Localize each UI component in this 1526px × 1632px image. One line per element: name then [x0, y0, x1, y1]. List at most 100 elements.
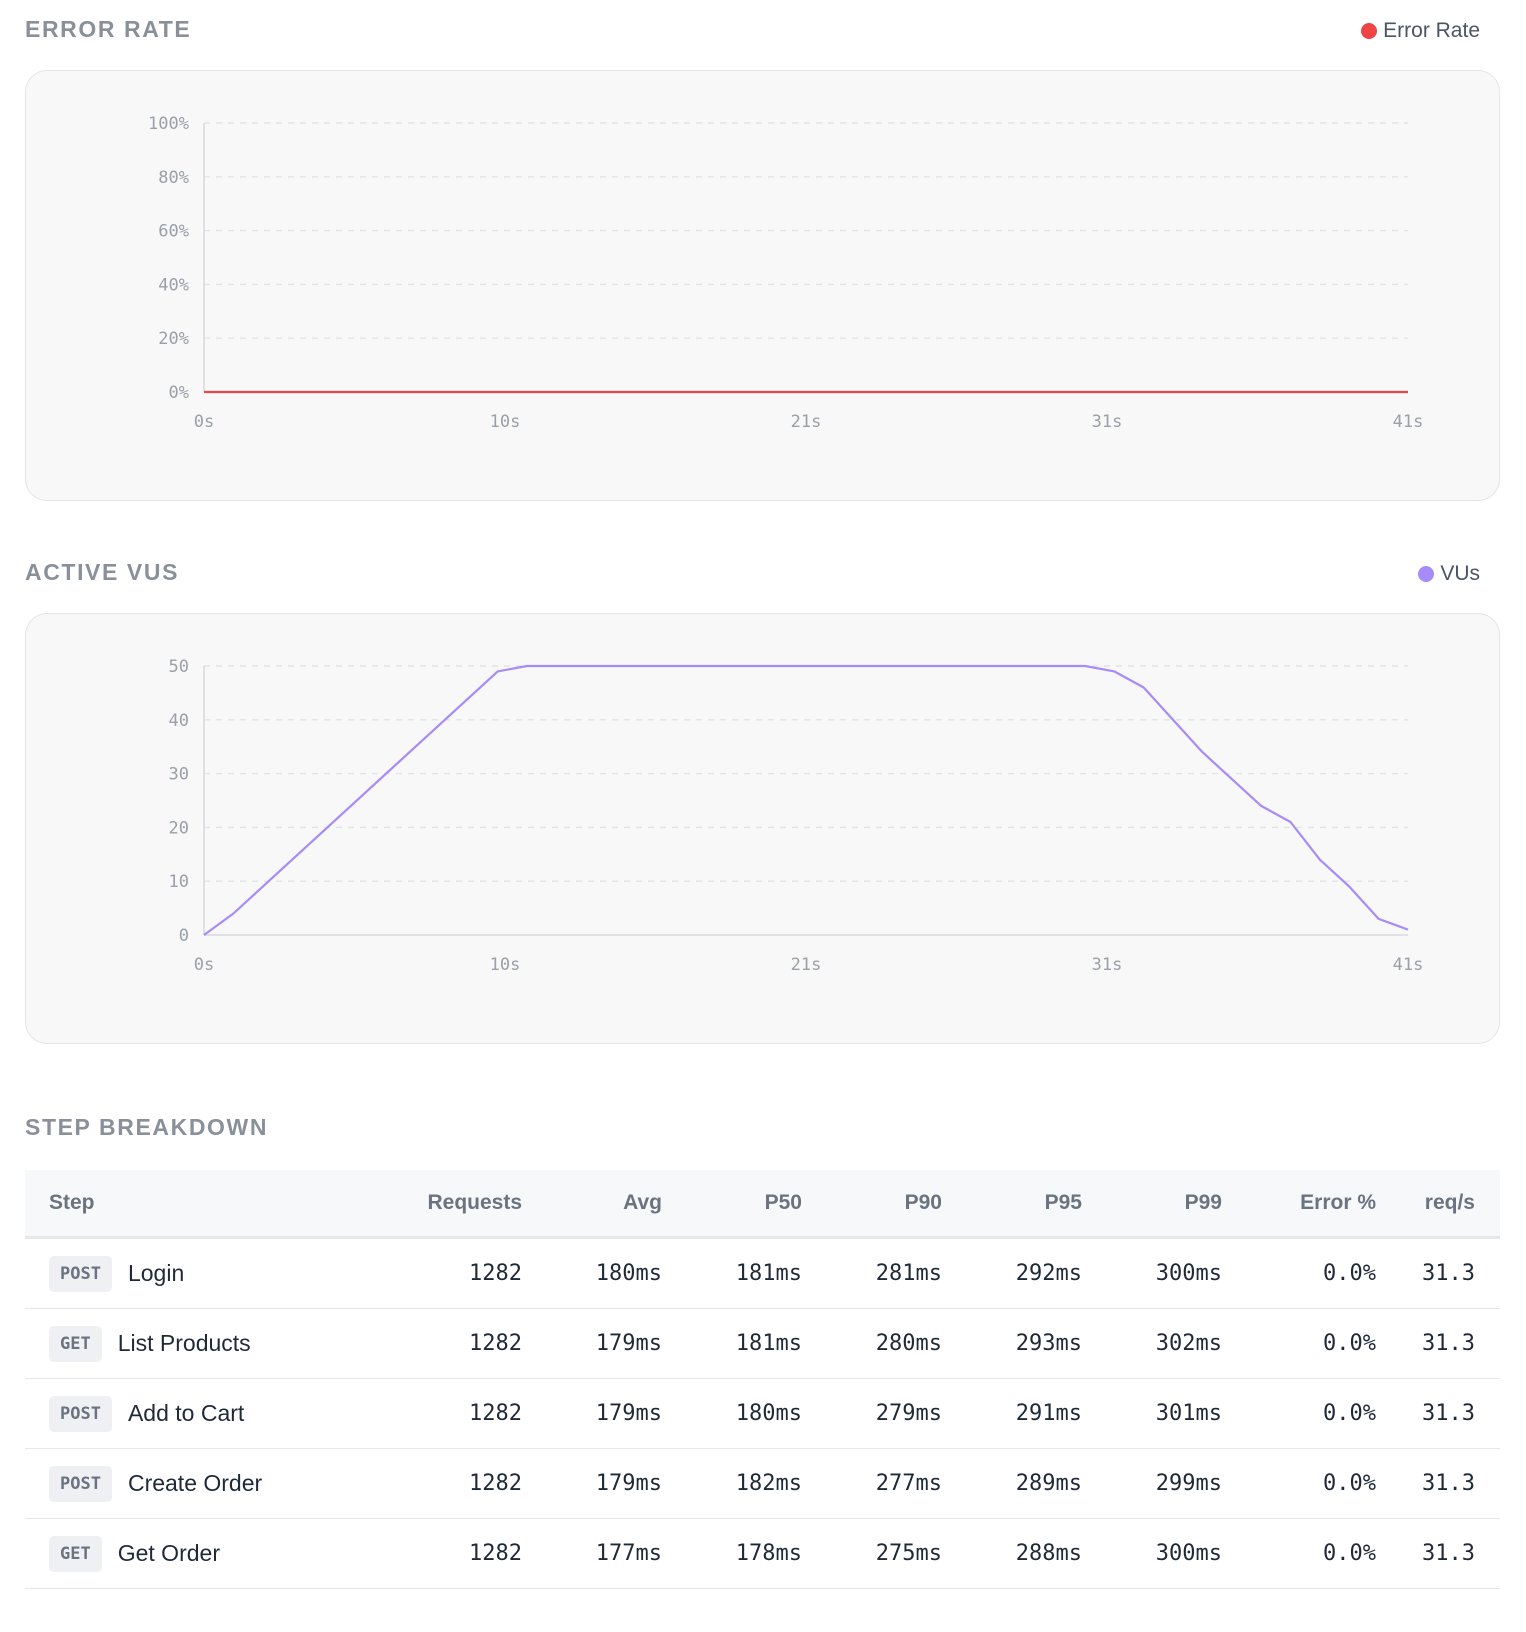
- p99-cell: 299ms: [1155, 1471, 1222, 1496]
- p90-cell: 275ms: [875, 1541, 942, 1566]
- method-badge: POST: [49, 1465, 112, 1502]
- avg-cell: 177ms: [595, 1541, 662, 1566]
- p99-cell: 301ms: [1155, 1401, 1222, 1426]
- p95-cell: 292ms: [1015, 1261, 1082, 1286]
- step-name: Add to Cart: [127, 1400, 245, 1426]
- vus-y-tick-label: 30: [169, 765, 189, 785]
- p95-cell: 288ms: [1015, 1541, 1082, 1566]
- step-breakdown-title: STEP BREAKDOWN: [25, 1114, 269, 1140]
- error-rate-x-tick-label: 31s: [1092, 412, 1123, 432]
- p95-cell: 293ms: [1015, 1331, 1082, 1356]
- p90-cell: 279ms: [875, 1401, 942, 1426]
- requests-cell: 1282: [469, 1331, 522, 1356]
- error-rate-legend-label: Error Rate: [1383, 19, 1480, 42]
- error-cell: 0.0%: [1323, 1261, 1376, 1286]
- table-header: Step Requests Avg P50 P90 P95 P99 Error …: [25, 1170, 1500, 1239]
- header-p90[interactable]: P90: [904, 1191, 942, 1214]
- rps-cell: 31.3: [1422, 1261, 1475, 1286]
- vus-series-line: [203, 664, 1409, 936]
- table-row[interactable]: POST Create Order 1282 179ms 182ms 277ms…: [25, 1449, 1500, 1519]
- table-row[interactable]: POST Login 1282 180ms 181ms 281ms 292ms …: [25, 1239, 1500, 1309]
- step-breakdown-table: Step Requests Avg P50 P90 P95 P99 Error …: [25, 1170, 1500, 1589]
- error-rate-y-tick-label: 40%: [158, 275, 189, 295]
- p50-cell: 181ms: [735, 1331, 802, 1356]
- rps-cell: 31.3: [1422, 1541, 1475, 1566]
- header-avg[interactable]: Avg: [623, 1191, 662, 1214]
- p90-cell: 281ms: [875, 1261, 942, 1286]
- step-cell: GET List Products: [49, 1309, 251, 1378]
- error-rate-y-tick-label: 20%: [158, 329, 189, 349]
- active-vus-chart: 50 40 30 20 10 00s 10s 21s 31s 41s: [169, 657, 1424, 975]
- error-rate-y-tick-label: 60%: [158, 222, 189, 242]
- avg-cell: 179ms: [595, 1401, 662, 1426]
- error-rate-x-tick-label: 21s: [791, 412, 822, 432]
- header-p99[interactable]: P99: [1184, 1191, 1222, 1214]
- vus-y-tick-label: 10: [169, 872, 189, 892]
- vus-y-tick-label: 20: [169, 818, 189, 838]
- table-body: POST Login 1282 180ms 181ms 281ms 292ms …: [25, 1239, 1500, 1589]
- header-step[interactable]: Step: [49, 1191, 95, 1214]
- vus-legend[interactable]: VUs: [1418, 563, 1480, 584]
- p99-cell: 302ms: [1155, 1331, 1222, 1356]
- vus-legend-dot: [1418, 565, 1435, 582]
- step-cell: GET Get Order: [49, 1519, 220, 1588]
- p95-cell: 289ms: [1015, 1471, 1082, 1496]
- requests-cell: 1282: [469, 1541, 522, 1566]
- vus-x-tick-label: 41s: [1393, 955, 1424, 975]
- requests-cell: 1282: [469, 1261, 522, 1286]
- vus-y-tick-label: 40: [169, 711, 189, 731]
- error-cell: 0.0%: [1323, 1331, 1376, 1356]
- error-rate-y-tick-label: 0%: [169, 383, 189, 403]
- active-vus-section: ACTIVE VUS VUs 50 40 30 20 10 0 0s 10s 21s 31s 41s: [25, 559, 1500, 1044]
- active-vus-title: ACTIVE VUS: [25, 559, 180, 585]
- p90-cell: 277ms: [875, 1471, 942, 1496]
- p99-cell: 300ms: [1155, 1261, 1222, 1286]
- error-cell: 0.0%: [1323, 1401, 1376, 1426]
- table-row[interactable]: POST Add to Cart 1282 179ms 180ms 279ms …: [25, 1379, 1500, 1449]
- requests-cell: 1282: [469, 1401, 522, 1426]
- table-row[interactable]: GET Get Order 1282 177ms 178ms 275ms 288…: [25, 1519, 1500, 1589]
- method-badge: POST: [49, 1395, 112, 1432]
- table-row[interactable]: GET List Products 1282 179ms 181ms 280ms…: [25, 1309, 1500, 1379]
- rps-cell: 31.3: [1422, 1401, 1475, 1426]
- rps-cell: 31.3: [1422, 1471, 1475, 1496]
- error-cell: 0.0%: [1323, 1471, 1376, 1496]
- p90-cell: 280ms: [875, 1331, 942, 1356]
- error-rate-chart-card: 100% 80% 60% 40% 20% 0% 0s 10s 21s 31s 41s: [25, 70, 1500, 501]
- error-cell: 0.0%: [1323, 1541, 1376, 1566]
- step-name: Login: [127, 1260, 185, 1286]
- error-rate-section: ERROR RATE Error Rate 100% 80% 60% 40% 20% 0%…: [25, 16, 1500, 501]
- rps-cell: 31.3: [1422, 1331, 1475, 1356]
- error-rate-x-tick-label: 10s: [490, 412, 521, 432]
- error-rate-title: ERROR RATE: [25, 16, 192, 42]
- vus-y-tick-label: 0: [179, 926, 189, 946]
- step-name: Create Order: [127, 1470, 263, 1496]
- p99-cell: 300ms: [1155, 1541, 1222, 1566]
- method-badge: GET: [49, 1535, 102, 1572]
- header-requests[interactable]: Requests: [427, 1191, 522, 1214]
- step-cell: POST Login: [49, 1239, 184, 1308]
- active-vus-chart-card: 50 40 30 20 10 0 0s 10s 21s 31s 41s: [25, 613, 1500, 1044]
- header-error[interactable]: Error %: [1300, 1191, 1376, 1214]
- step-name: Get Order: [117, 1540, 220, 1566]
- step-cell: POST Add to Cart: [49, 1379, 244, 1448]
- error-rate-legend[interactable]: Error Rate: [1361, 20, 1480, 41]
- header-p95[interactable]: P95: [1044, 1191, 1082, 1214]
- avg-cell: 180ms: [595, 1261, 662, 1286]
- vus-x-tick-label: 31s: [1092, 955, 1123, 975]
- avg-cell: 179ms: [595, 1331, 662, 1356]
- header-p50[interactable]: P50: [764, 1191, 802, 1214]
- header-rps[interactable]: req/s: [1385, 1170, 1500, 1236]
- requests-cell: 1282: [469, 1471, 522, 1496]
- header-rps-label: req/s: [1424, 1191, 1475, 1214]
- error-rate-y-tick-label: 80%: [158, 168, 189, 188]
- step-name: List Products: [117, 1330, 251, 1356]
- vus-x-tick-label: 21s: [791, 955, 822, 975]
- error-rate-y-tick-label: 100%: [148, 114, 189, 134]
- p50-cell: 180ms: [735, 1401, 802, 1426]
- avg-cell: 179ms: [595, 1471, 662, 1496]
- vus-x-tick-label: 10s: [490, 955, 521, 975]
- method-badge: POST: [49, 1255, 112, 1292]
- p50-cell: 178ms: [735, 1541, 802, 1566]
- vus-x-tick-label: 0s: [194, 955, 214, 975]
